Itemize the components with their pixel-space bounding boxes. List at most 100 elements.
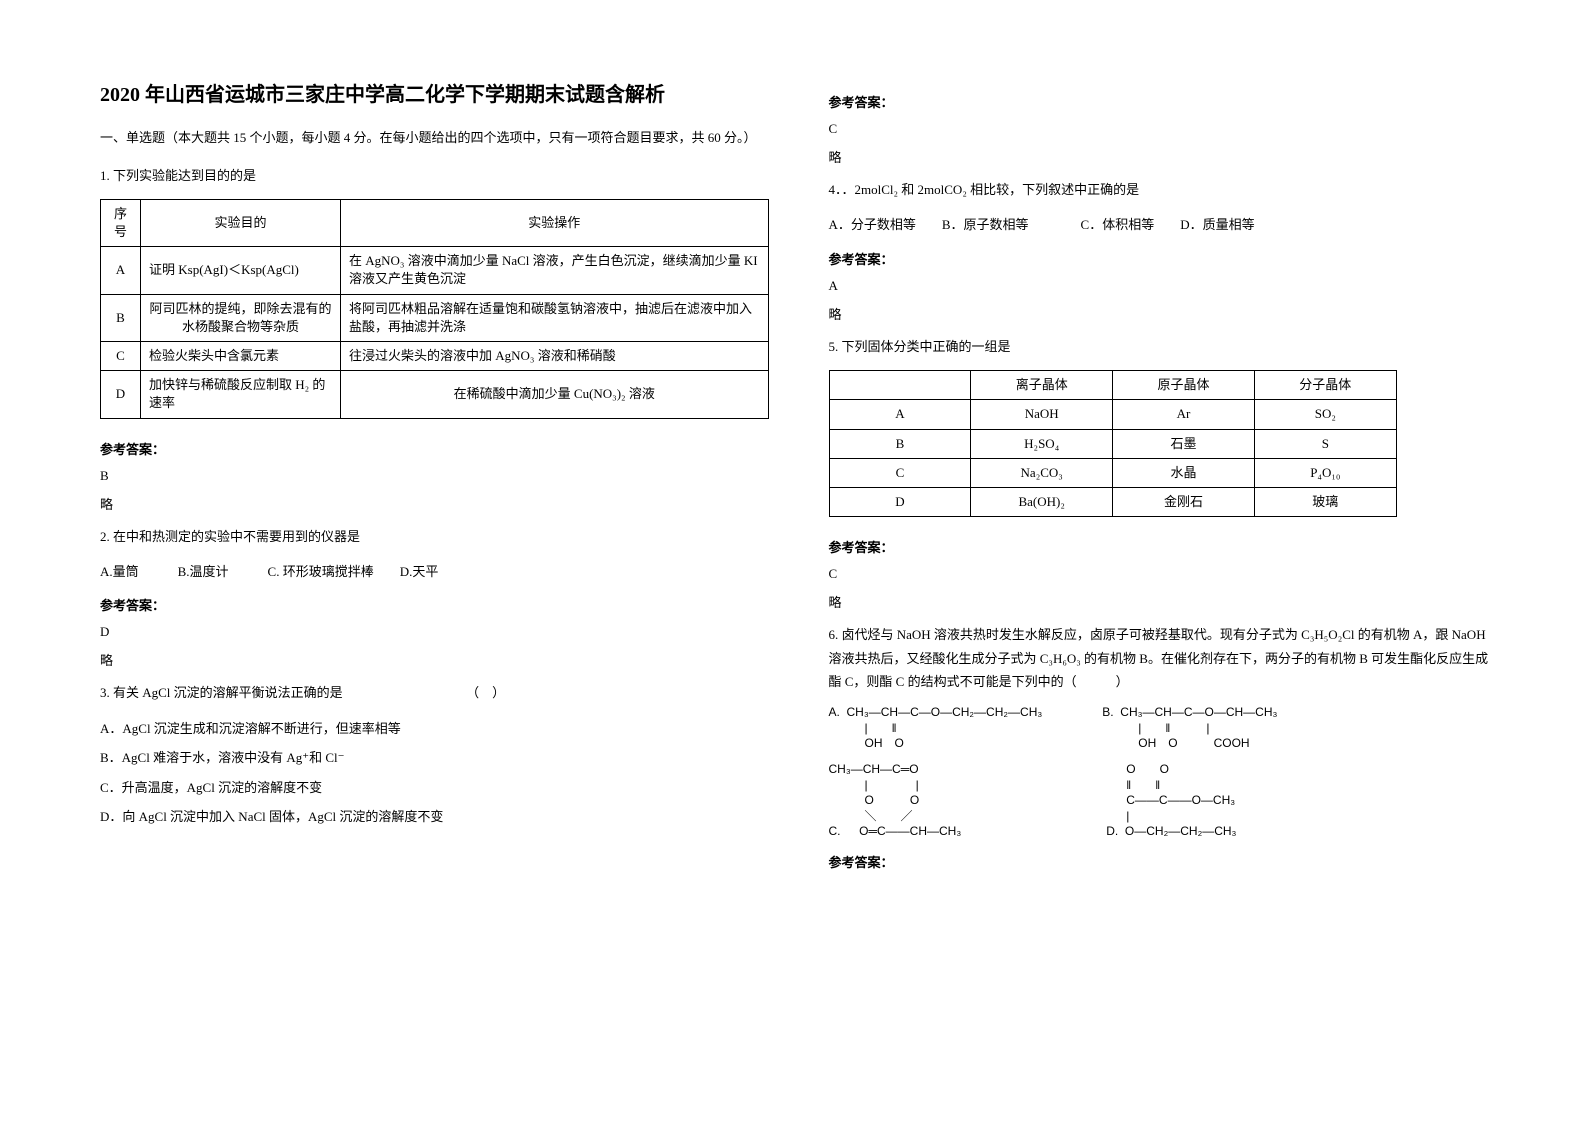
q6-optD-l2: ‖ ‖ [1126,778,1236,794]
q6-structures-row1: A. CH₃—CH—C—O—CH₂—CH₂—CH₃ | ‖ OH O B. CH… [829,705,1498,752]
q6-optC-l5: O═C——CH—CH₃ [847,824,961,838]
q6-optC-label: C. [829,824,841,838]
q3-stem: 3. 有关 AgCl 沉淀的溶解平衡说法正确的是 （ ） [100,681,769,704]
q4-note: 略 [829,304,1498,323]
exam-page: 2020 年山西省运城市三家庄中学高二化学下学期期末试题含解析 一、单选题（本大… [0,0,1587,921]
q6-optC-l1: CH₃—CH—C═O [829,762,962,778]
q5-answer-label: 参考答案： [829,537,1498,556]
q3-answer-label: 参考答案： [829,92,1498,111]
q1-answer: B [100,468,769,484]
table-row: B H₂SO₄ 石墨 S [829,429,1396,458]
q6-optA-l3: OH O [829,736,1043,752]
q5-stem: 5. 下列固体分类中正确的一组是 [829,335,1498,358]
left-column: 2020 年山西省运城市三家庄中学高二化学下学期期末试题含解析 一、单选题（本大… [100,80,769,881]
q2-note: 略 [100,650,769,669]
q6-optD-l4: | [1126,809,1236,825]
q6-optB-l1: CH₃—CH—C—O—CH—CH₃ [1120,705,1277,719]
q5-note: 略 [829,592,1498,611]
table-row: C 检验火柴头中含氯元素 往浸过火柴头的溶液中加 AgNO₃ 溶液和稀硝酸 [101,342,769,371]
right-column: 参考答案： C 略 4．．2molCl₂ 和 2molCO₂ 相比较，下列叙述中… [829,80,1498,881]
q6-optD-l5: O—CH₂—CH₂—CH₃ [1125,824,1237,838]
q4-answer: A [829,278,1498,294]
q1-answer-label: 参考答案： [100,439,769,458]
q1-r0c0: A [101,247,141,294]
q5-r0c2: Ar [1113,400,1255,429]
section-header: 一、单选题（本大题共 15 个小题，每小题 4 分。在每小题给出的四个选项中，只… [100,128,769,148]
q4-options: A．分子数相等 B．原子数相等 C．体积相等 D．质量相等 [829,213,1498,236]
q6-optB-l2: | ‖ | [1102,721,1277,737]
q5-r2c1: Na₂CO₃ [971,458,1113,487]
q1-th-1: 实验目的 [141,199,341,246]
q3-optC: C．升高温度，AgCl 沉淀的溶解度不变 [100,776,769,799]
q1-table: 序号 实验目的 实验操作 A 证明 Ksp(AgI)＜Ksp(AgCl) 在 A… [100,199,769,419]
q1-r2c2: 往浸过火柴头的溶液中加 AgNO₃ 溶液和稀硝酸 [341,342,769,371]
q2-answer-label: 参考答案： [100,595,769,614]
q1-th-0: 序号 [101,199,141,246]
q6-structures-row2: CH₃—CH—C═O | | O O ＼ ／ C. O═C——CH—CH₃ O … [829,762,1498,840]
q6-stem: 6. 卤代烃与 NaOH 溶液共热时发生水解反应，卤原子可被羟基取代。现有分子式… [829,623,1498,693]
q5-answer: C [829,566,1498,582]
q6-optD-l3: C——C——O—CH₃ [1126,793,1236,809]
q5-r3c0: D [829,487,971,516]
q1-th-2: 实验操作 [341,199,769,246]
q1-note: 略 [100,494,769,513]
table-row: B 阿司匹林的提纯，即除去混有的水杨酸聚合物等杂质 将阿司匹林粗品溶解在适量饱和… [101,294,769,341]
q1-r3c2: 在稀硫酸中滴加少量 Cu(NO₃)₂ 溶液 [341,371,769,418]
q5-r2c3: P₄O₁₀ [1254,458,1396,487]
q1-r1c2: 将阿司匹林粗品溶解在适量饱和碳酸氢钠溶液中，抽滤后在滤液中加入盐酸，再抽滤并洗涤 [341,294,769,341]
q5-th-1: 离子晶体 [971,371,1113,400]
q3-optA: A．AgCl 沉淀生成和沉淀溶解不断进行，但速率相等 [100,717,769,740]
q1-r2c1: 检验火柴头中含氯元素 [141,342,341,371]
q5-th-2: 原子晶体 [1113,371,1255,400]
q6-optD-l1: O O [1126,762,1236,778]
q6-answer-label: 参考答案： [829,852,1498,871]
q2-answer: D [100,624,769,640]
q6-optD: O O ‖ ‖ C——C——O—CH₃ | D. O—CH₂—CH₂—CH₃ [1126,762,1236,840]
q3-note: 略 [829,147,1498,166]
q1-r3c0: D [101,371,141,418]
q1-r0c2: 在 AgNO₃ 溶液中滴加少量 NaCl 溶液，产生白色沉淀，继续滴加少量 KI… [341,247,769,294]
q1-table-header-row: 序号 实验目的 实验操作 [101,199,769,246]
q6-optC-l2: | | [829,778,962,794]
q5-r0c1: NaOH [971,400,1113,429]
document-title: 2020 年山西省运城市三家庄中学高二化学下学期期末试题含解析 [100,80,769,110]
q3-answer: C [829,121,1498,137]
q6-optC: CH₃—CH—C═O | | O O ＼ ／ C. O═C——CH—CH₃ [829,762,962,840]
table-row: D 加快锌与稀硫酸反应制取 H₂ 的速率 在稀硫酸中滴加少量 Cu(NO₃)₂ … [101,371,769,418]
table-row: A NaOH Ar SO₂ [829,400,1396,429]
q5-r3c2: 金刚石 [1113,487,1255,516]
table-row: A 证明 Ksp(AgI)＜Ksp(AgCl) 在 AgNO₃ 溶液中滴加少量 … [101,247,769,294]
q5-r2c2: 水晶 [1113,458,1255,487]
q2-stem: 2. 在中和热测定的实验中不需要用到的仪器是 [100,525,769,548]
q2-options: A.量筒 B.温度计 C. 环形玻璃搅拌棒 D.天平 [100,560,769,583]
q3-optD: D．向 AgCl 沉淀中加入 NaCl 固体，AgCl 沉淀的溶解度不变 [100,805,769,828]
table-row: D Ba(OH)₂ 金刚石 玻璃 [829,487,1396,516]
q6-optD-label: D. [1106,824,1118,838]
q1-stem: 1. 下列实验能达到目的的是 [100,164,769,187]
q5-r1c0: B [829,429,971,458]
q5-r3c1: Ba(OH)₂ [971,487,1113,516]
q5-r1c3: S [1254,429,1396,458]
q3-options: A．AgCl 沉淀生成和沉淀溶解不断进行，但速率相等 B．AgCl 难溶于水，溶… [100,717,769,829]
q5-r2c0: C [829,458,971,487]
q6-optA-l2: | ‖ [829,721,1043,737]
q5-r0c3: SO₂ [1254,400,1396,429]
q4-stem: 4．．2molCl₂ 和 2molCO₂ 相比较，下列叙述中正确的是 [829,178,1498,201]
q1-r1c1: 阿司匹林的提纯，即除去混有的水杨酸聚合物等杂质 [141,294,341,341]
q5-r1c2: 石墨 [1113,429,1255,458]
q5-th-3: 分子晶体 [1254,371,1396,400]
table-row: C Na₂CO₃ 水晶 P₄O₁₀ [829,458,1396,487]
q6-optA-l1: CH₃—CH—C—O—CH₂—CH₂—CH₃ [847,705,1043,719]
q6-optB: B. CH₃—CH—C—O—CH—CH₃ | ‖ | OH O COOH [1102,705,1277,752]
q6-optB-label: B. [1102,705,1113,719]
q6-optA-label: A. [829,705,840,719]
q5-header-row: 离子晶体 原子晶体 分子晶体 [829,371,1396,400]
q1-r3c1: 加快锌与稀硫酸反应制取 H₂ 的速率 [141,371,341,418]
q6-optC-l3: O O [829,793,962,809]
q5-th-0 [829,371,971,400]
q5-table: 离子晶体 原子晶体 分子晶体 A NaOH Ar SO₂ B H₂SO₄ 石墨 … [829,370,1397,517]
q1-r1c0: B [101,294,141,341]
q1-r2c0: C [101,342,141,371]
q6-optB-l3: OH O COOH [1102,736,1277,752]
q3-optB: B．AgCl 难溶于水，溶液中没有 Ag⁺和 Cl⁻ [100,746,769,769]
